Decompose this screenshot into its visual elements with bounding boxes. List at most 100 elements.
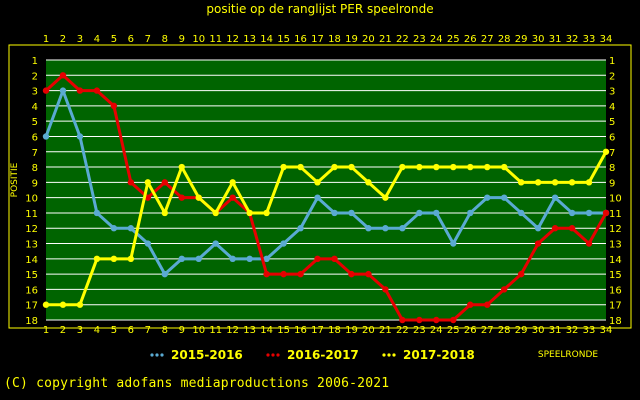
x-tick-label-top: 17: [311, 34, 324, 45]
data-point: [59, 72, 67, 79]
legend-marker: [160, 353, 164, 357]
y-tick-label-left: 2: [32, 71, 38, 82]
data-point: [484, 194, 491, 201]
x-tick-label-top: 26: [464, 34, 477, 45]
data-point: [42, 87, 50, 94]
data-point: [467, 209, 474, 217]
copyright-text: (C) copyright adofans mediaproductions 2…: [4, 376, 390, 391]
data-point: [127, 255, 135, 263]
data-point: [246, 255, 253, 263]
x-tick-label-top: 24: [430, 34, 443, 45]
y-tick-label-left: 10: [25, 194, 38, 205]
x-tick-label-bottom: 2: [60, 325, 66, 336]
x-axis-label: SPEELRONDE: [538, 350, 599, 360]
data-point: [161, 209, 168, 217]
x-tick-label-top: 12: [226, 34, 239, 45]
x-tick-label-top: 27: [481, 34, 494, 45]
data-point: [348, 209, 355, 217]
data-point: [93, 87, 101, 94]
data-point: [263, 209, 270, 217]
x-tick-label-top: 11: [209, 34, 222, 45]
x-tick-label-bottom: 11: [209, 325, 222, 336]
y-tick-label-right: 1: [609, 56, 615, 67]
x-tick-label-top: 15: [277, 34, 290, 45]
x-tick-label-top: 19: [345, 34, 358, 45]
data-point: [297, 163, 304, 171]
data-point: [450, 240, 457, 247]
x-tick-label-bottom: 17: [311, 325, 324, 336]
data-point: [127, 225, 135, 232]
x-tick-label-bottom: 31: [549, 325, 562, 336]
series-line-2017-2018: [46, 151, 608, 307]
x-tick-label-top: 2: [60, 34, 66, 45]
x-tick-label-bottom: 10: [192, 325, 205, 336]
y-tick-label-right: 3: [609, 87, 615, 98]
y-tick-label-right: 7: [609, 148, 615, 159]
x-tick-label-bottom: 22: [396, 325, 409, 336]
x-tick-label-bottom: 6: [128, 325, 134, 336]
x-tick-label-bottom: 21: [379, 325, 392, 336]
x-tick-label-top: 32: [566, 34, 579, 45]
data-point: [229, 194, 236, 201]
data-point: [382, 225, 389, 232]
data-point: [568, 209, 576, 217]
data-point: [450, 163, 457, 171]
x-tick-label-bottom: 32: [566, 325, 579, 336]
legend-marker: [382, 353, 386, 357]
data-point: [602, 148, 610, 155]
y-tick-label-right: 5: [609, 117, 615, 128]
y-tick-label-left: 1: [32, 56, 38, 67]
x-tick-label-top: 5: [111, 34, 117, 45]
data-point: [585, 179, 593, 186]
y-tick-label-left: 17: [25, 301, 38, 312]
y-tick-label-left: 12: [25, 224, 38, 235]
y-tick-label-right: 9: [609, 178, 615, 189]
x-tick-label-top: 8: [162, 34, 168, 45]
x-tick-label-bottom: 25: [447, 325, 460, 336]
y-axis-label: POSITIE: [10, 162, 20, 197]
data-point: [59, 301, 67, 308]
x-tick-label-bottom: 34: [600, 325, 613, 336]
x-tick-label-bottom: 23: [413, 325, 426, 336]
x-tick-label-bottom: 12: [226, 325, 239, 336]
data-point: [450, 316, 457, 324]
data-point: [314, 255, 321, 263]
data-point: [568, 179, 576, 186]
data-point: [246, 209, 253, 217]
data-point: [365, 179, 372, 186]
data-point: [517, 209, 525, 217]
y-tick-label-left: 16: [25, 285, 38, 296]
y-tick-label-left: 9: [32, 178, 38, 189]
data-point: [297, 225, 304, 232]
x-tick-label-top: 34: [600, 34, 613, 45]
data-point: [229, 179, 236, 186]
x-tick-label-top: 23: [413, 34, 426, 45]
plot-area: [46, 60, 606, 320]
x-tick-label-bottom: 13: [243, 325, 256, 336]
x-tick-label-top: 6: [128, 34, 134, 45]
x-tick-label-top: 22: [396, 34, 409, 45]
x-tick-label-top: 13: [243, 34, 256, 45]
data-point: [534, 179, 542, 186]
x-tick-label-bottom: 7: [145, 325, 151, 336]
data-point: [76, 301, 84, 308]
legend-marker: [271, 353, 275, 357]
legend-marker: [387, 353, 391, 357]
data-point: [348, 163, 355, 171]
series-line-2015-2016: [44, 89, 606, 276]
data-point: [551, 179, 559, 186]
data-point: [551, 194, 559, 201]
legend-marker: [150, 353, 154, 357]
x-tick-label-top: 21: [379, 34, 392, 45]
data-point: [517, 179, 525, 186]
y-tick-label-right: 8: [609, 163, 615, 174]
legend-marker: [276, 353, 280, 357]
x-tick-label-top: 4: [94, 34, 100, 45]
data-point: [144, 240, 152, 247]
data-point: [59, 87, 67, 94]
data-point: [484, 163, 491, 171]
data-point: [280, 240, 287, 247]
data-point: [585, 209, 593, 217]
data-point: [263, 255, 270, 263]
data-point: [76, 87, 84, 94]
